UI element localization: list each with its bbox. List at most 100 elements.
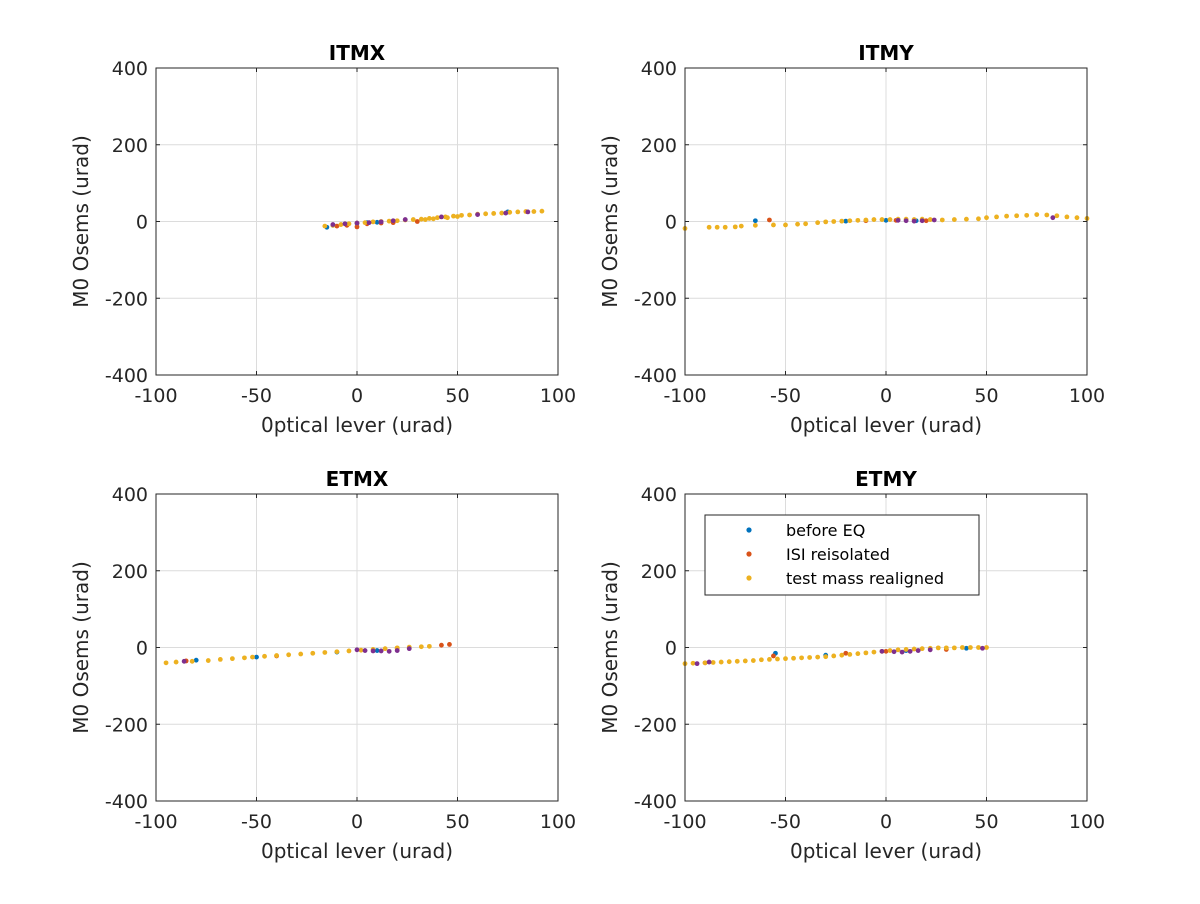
data-point (250, 654, 255, 660)
data-point (346, 221, 352, 227)
data-point (803, 221, 808, 227)
data-point (795, 221, 800, 227)
x-tick-label: 100 (540, 385, 576, 407)
x-tick-label: -50 (770, 385, 801, 407)
data-point (943, 645, 949, 651)
data-point (1074, 215, 1080, 221)
series-3 (330, 209, 531, 227)
data-point (871, 649, 877, 655)
data-point (378, 219, 384, 225)
data-point (338, 222, 344, 227)
data-point (726, 659, 732, 665)
subplot-etmy: -100 -50 0 50 100 -400 -200 0 200 400 ETMY 0ptical … (598, 467, 1105, 863)
data-point (951, 645, 957, 651)
data-point (394, 648, 400, 653)
y-tick-label: 400 (641, 58, 677, 80)
x-tick-label: 100 (1069, 811, 1105, 833)
legend: before EQ ISI reisolated test mass realign… (704, 514, 980, 596)
data-point (426, 216, 432, 221)
data-point (843, 650, 849, 656)
data-point (531, 209, 537, 214)
data-point (445, 215, 450, 221)
data-point (883, 648, 889, 654)
data-point (919, 646, 925, 652)
data-point (752, 222, 758, 228)
data-point (189, 658, 195, 664)
y-tick-label: 200 (641, 561, 677, 583)
data-point (386, 648, 392, 654)
x-tick-label: 100 (1069, 385, 1105, 407)
x-tick-label: -50 (241, 385, 272, 407)
x-axis-label: 0ptical lever (urad) (261, 839, 453, 863)
data-point (968, 645, 973, 650)
data-point (734, 658, 740, 664)
y-tick-label: 0 (136, 212, 148, 234)
data-point (964, 645, 969, 651)
data-point (374, 219, 380, 225)
data-point (722, 224, 728, 230)
y-tick-label: 200 (641, 135, 677, 157)
data-point (706, 659, 712, 665)
data-point (823, 219, 829, 225)
data-point (242, 655, 247, 661)
subplot-title: ETMY (855, 467, 917, 491)
data-point (322, 223, 328, 229)
data-point (455, 214, 460, 219)
data-point (807, 655, 813, 660)
data-point (702, 660, 708, 666)
data-point (714, 224, 720, 230)
data-point (738, 223, 744, 229)
x-tick-label: 0 (880, 811, 892, 833)
x-tick-label: -100 (134, 811, 177, 833)
data-point (370, 648, 376, 654)
y-axis-label: M0 Osems (urad) (69, 135, 93, 308)
data-point (815, 654, 821, 660)
data-point (193, 657, 199, 663)
data-point (994, 214, 999, 220)
x-tick-label: 50 (974, 811, 998, 833)
data-point (1064, 214, 1070, 220)
y-tick-label: -200 (105, 714, 148, 736)
data-point (346, 648, 352, 654)
data-point (706, 224, 712, 230)
data-point (430, 216, 436, 222)
data-point (750, 658, 756, 663)
data-point (435, 215, 440, 221)
series-3 (895, 215, 1056, 224)
x-tick-label: 100 (540, 811, 576, 833)
data-point (964, 216, 969, 222)
data-point (879, 217, 885, 222)
y-axis-label: M0 Osems (urad) (598, 561, 622, 734)
data-point (491, 211, 497, 216)
y-tick-label: -400 (105, 365, 148, 387)
data-point (402, 217, 408, 222)
subplot-etmx: -100 -50 0 50 100 -400 -200 0 200 400 ETMX 0ptical … (69, 467, 576, 863)
data-point (229, 656, 235, 662)
data-point (539, 208, 545, 214)
data-point (742, 658, 748, 664)
data-point (354, 647, 360, 653)
data-point (887, 217, 893, 222)
data-point (334, 223, 340, 229)
data-point (710, 660, 716, 665)
data-point (690, 660, 696, 666)
data-point (382, 646, 388, 652)
data-point (791, 655, 796, 661)
data-point (883, 217, 889, 223)
data-point (499, 210, 505, 216)
data-point (976, 216, 981, 222)
data-point (718, 659, 724, 665)
y-tick-label: 0 (665, 212, 677, 234)
data-point (286, 652, 292, 658)
data-point (775, 656, 780, 662)
x-tick-label: 50 (974, 385, 998, 407)
data-point (262, 653, 267, 659)
data-point (879, 648, 885, 654)
data-point (414, 219, 420, 224)
data-point (1014, 213, 1020, 219)
x-tick-label: -50 (241, 811, 272, 833)
subplot-title: ITMY (858, 41, 914, 65)
y-tick-label: -200 (634, 288, 677, 310)
data-point (1044, 212, 1050, 218)
data-point (855, 651, 861, 657)
